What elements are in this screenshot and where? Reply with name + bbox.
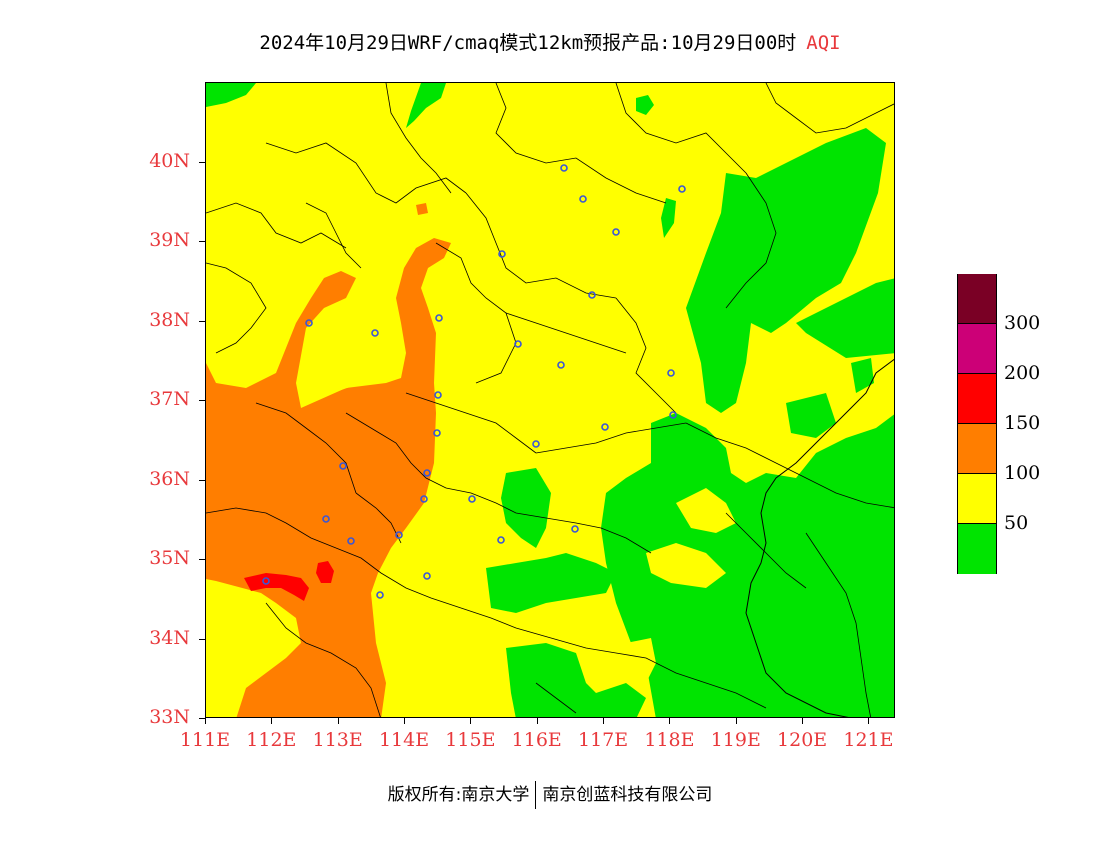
- legend-label: 300: [1004, 312, 1041, 334]
- legend-swatch: [958, 524, 996, 574]
- longitude-tick: [470, 718, 472, 724]
- aqi-region-good-northwest: [206, 83, 256, 107]
- latitude-tick: [199, 241, 205, 242]
- city-markers: [262, 164, 686, 599]
- coastline: [745, 358, 894, 717]
- aqi-region-good-south: [506, 643, 646, 717]
- aqi-region-good-north-small: [636, 95, 654, 115]
- aqi-region-good-north: [406, 83, 446, 128]
- aqi-region-moderate-east-pocket: [676, 488, 736, 533]
- longitude-tick-label: 117E: [577, 729, 629, 751]
- legend-swatch: [958, 474, 996, 524]
- longitude-tick-label: 111E: [179, 729, 231, 751]
- aqi-region-good-east-coast: [796, 278, 894, 358]
- aqi-region-good-shandong-east: [851, 358, 874, 393]
- longitude-tick-label: 120E: [777, 729, 828, 751]
- legend-swatch: [958, 424, 996, 474]
- aqi-region-good-northeast: [686, 128, 886, 413]
- longitude-tick-label: 114E: [378, 729, 430, 751]
- aqi-region-moderate-inner: [301, 303, 396, 395]
- latitude-tick: [199, 400, 205, 401]
- longitude-tick: [669, 718, 671, 724]
- aqi-region-good-shandong: [786, 393, 836, 438]
- latitude-tick-label: 34N: [149, 626, 190, 649]
- longitude-tick-label: 116E: [511, 729, 562, 751]
- aqi-map: [205, 82, 895, 718]
- map-title: 2024年10月29日WRF/cmaq模式12km预报产品:10月29日00时 A…: [0, 28, 1100, 55]
- latitude-tick: [199, 320, 205, 322]
- aqi-region-unhealthy-sensitive-west: [206, 238, 451, 717]
- longitude-tick: [536, 718, 538, 724]
- latitude-tick-label: 37N: [149, 388, 190, 410]
- latitude-tick-label: 40N: [149, 149, 190, 172]
- aqi-legend: [957, 274, 997, 574]
- aqi-region-good-south-central: [486, 553, 616, 613]
- longitude-tick: [271, 718, 273, 724]
- longitude-tick: [337, 718, 339, 724]
- legend-label: 150: [1004, 412, 1041, 434]
- aqi-region-moderate-southwest: [206, 588, 291, 703]
- latitude-tick: [199, 638, 205, 640]
- aqi-region-good-north-mid: [661, 198, 676, 238]
- aqi-region-moderate-east-pocket-2: [646, 543, 726, 588]
- longitude-tick-label: 118E: [644, 729, 695, 751]
- legend-swatch: [958, 324, 996, 374]
- latitude-tick-label: 36N: [149, 467, 190, 490]
- copyright-company: 南京创蓝科技有限公司: [542, 785, 713, 805]
- title-variable: AQI: [806, 32, 841, 54]
- longitude-tick-label: 112E: [246, 729, 297, 751]
- aqi-region-unhealthy-2: [316, 561, 334, 583]
- aqi-region-moderate-east-pocket-3: [751, 368, 796, 403]
- longitude-tick: [603, 718, 605, 724]
- legend-label: 100: [1004, 462, 1041, 484]
- longitude-tick: [205, 718, 206, 724]
- aqi-region-moderate-south-pocket: [626, 638, 656, 683]
- longitude-tick-label: 121E: [843, 729, 894, 751]
- aqi-map-svg: [206, 83, 894, 717]
- latitude-tick-label: 38N: [149, 308, 190, 331]
- copyright: 版权所有:南京大学 南京创蓝科技有限公司: [0, 780, 1100, 809]
- aqi-region-good-central: [501, 468, 551, 548]
- longitude-tick-label: 119E: [710, 729, 761, 751]
- longitude-tick: [868, 718, 870, 724]
- title-main: 2024年10月29日WRF/cmaq模式12km预报产品:10月29日00时: [259, 32, 797, 54]
- admin-boundaries: [206, 83, 894, 717]
- latitude-tick: [199, 161, 205, 163]
- legend-label: 50: [1004, 512, 1029, 534]
- copyright-prefix: 版权所有:南京大学: [387, 785, 530, 805]
- longitude-tick: [404, 718, 406, 724]
- latitude-tick-label: 39N: [149, 229, 190, 251]
- latitude-tick: [199, 479, 205, 481]
- longitude-tick: [735, 718, 737, 724]
- longitude-tick-label: 115E: [445, 729, 496, 751]
- legend-swatch: [958, 374, 996, 424]
- longitude-tick: [802, 718, 804, 724]
- latitude-tick: [199, 559, 205, 560]
- copyright-separator: [535, 781, 537, 809]
- longitude-tick-label: 113E: [312, 729, 363, 751]
- aqi-region-unhealthy-1: [244, 573, 309, 601]
- legend-label: 200: [1004, 362, 1041, 384]
- latitude-tick: [199, 718, 205, 719]
- latitude-tick-label: 35N: [149, 547, 190, 569]
- aqi-region-unhealthy-sensitive-north: [416, 203, 428, 215]
- legend-swatch: [958, 274, 996, 324]
- latitude-tick-label: 33N: [149, 706, 190, 728]
- aqi-region-good-southeast: [601, 413, 894, 717]
